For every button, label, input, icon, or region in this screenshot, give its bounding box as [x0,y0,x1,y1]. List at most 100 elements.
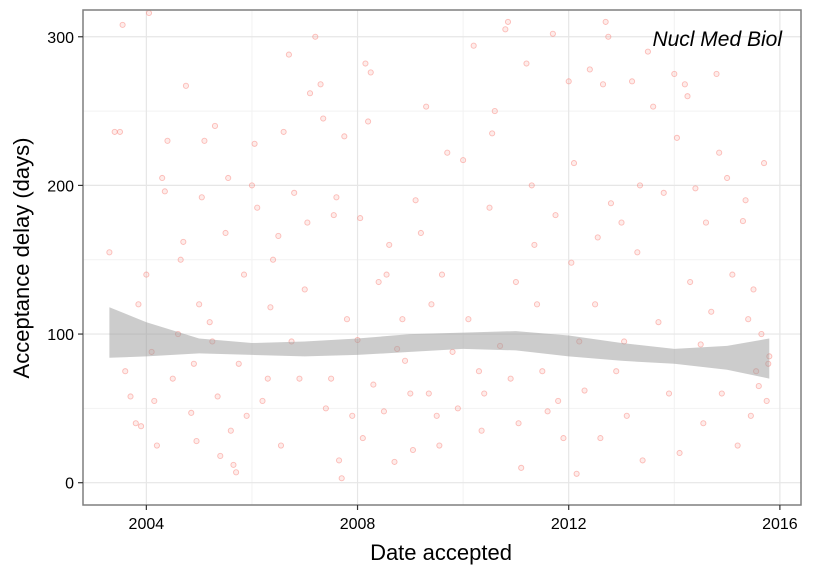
data-point [391,458,398,465]
data-point [230,461,237,468]
data-point [343,316,351,323]
data-point [713,70,720,77]
data-point [460,157,467,164]
data-point [729,271,736,278]
data-point [660,189,667,196]
data-point [602,18,609,25]
data-point [760,160,768,167]
data-point [671,70,678,77]
y-tick-label: 200 [47,178,74,195]
data-point [502,26,509,33]
data-point [586,66,593,73]
data-point [565,78,572,85]
data-point [444,149,451,156]
data-point [111,128,118,135]
data-point [401,357,409,364]
x-axis-title: Date accepted [370,540,512,565]
data-point [370,381,377,388]
data-point [164,137,171,144]
data-point [122,368,129,375]
data-point [724,174,731,182]
data-point [182,82,189,89]
data-point [296,375,303,382]
x-tick-label: 2016 [762,516,798,533]
data-point [317,81,324,88]
data-point [225,174,232,182]
journal-annotation: Nucl Med Biol [652,28,783,51]
data-point [375,278,382,286]
data-point [507,375,514,382]
data-point [312,33,319,40]
data-point [594,234,601,241]
data-point [285,51,292,58]
data-point [349,412,356,419]
data-point [655,319,662,326]
data-point [359,435,366,442]
data-point [198,194,205,201]
data-point [322,405,329,412]
data-point [132,420,139,427]
data-point [629,78,636,85]
data-point [214,393,221,400]
data-point [597,435,604,442]
data-point [700,420,707,427]
data-point [190,360,197,367]
y-tick-label: 100 [47,327,74,344]
data-point [697,341,704,348]
data-point [151,397,158,404]
data-point [592,301,599,308]
data-point [481,390,488,397]
y-tick-label: 0 [65,476,74,493]
data-point [518,464,525,471]
data-point [341,133,348,140]
y-tick-label: 300 [47,30,74,47]
plot-panel-border [82,9,802,506]
data-point [613,368,620,375]
data-point [127,393,134,400]
data-point [742,197,749,204]
data-point [251,140,258,147]
data-point [708,308,715,315]
data-point [304,219,311,226]
data-point [267,304,274,311]
data-point [681,81,688,88]
data-point [240,271,248,278]
data-point [161,188,168,195]
data-point [449,348,456,355]
data-point [336,457,343,464]
data-point [206,319,213,326]
data-point [528,182,535,189]
data-point [196,301,203,308]
x-axis-ticks: 2004 2008 2012 2016 [129,505,798,533]
data-point [159,174,166,182]
data-point [362,60,369,67]
data-point [177,256,184,263]
data-point [280,128,287,135]
data-point [607,200,614,207]
data-point [235,360,242,367]
grid-lines [83,10,801,505]
data-point [489,130,496,137]
data-point [758,331,765,338]
data-point [333,194,340,201]
data-point [734,442,741,449]
data-point [636,182,644,189]
data-point [718,390,725,397]
data-point [180,238,187,245]
data-point [365,118,372,125]
data-point [217,452,224,459]
data-point [568,259,575,266]
data-point [407,390,414,397]
data-point [716,149,723,156]
data-point [533,301,541,308]
data-point [486,204,493,211]
data-point [581,387,588,394]
data-point [475,368,483,375]
data-point [491,108,498,115]
data-point [227,427,234,434]
data-point [504,18,512,25]
data-point [188,409,195,416]
data-point [750,286,757,293]
data-point [438,271,446,278]
